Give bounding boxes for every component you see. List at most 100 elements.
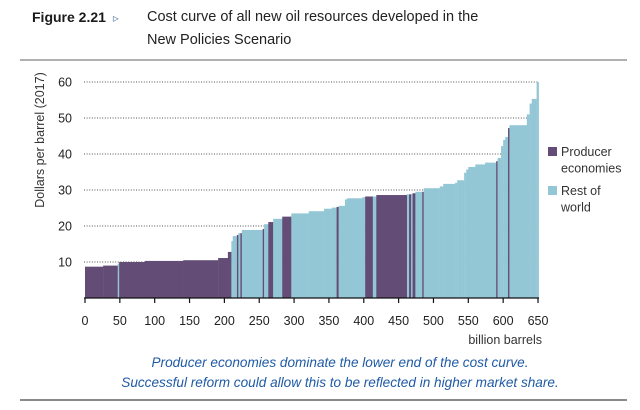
caption-line-1: Producer economies dominate the lower en… (151, 355, 529, 370)
cost-curve-bars (85, 82, 539, 299)
bar-segment-rest-48 (497, 157, 502, 298)
bar-segment-rest-53 (509, 125, 528, 298)
x-tick-label: 450 (388, 314, 409, 328)
x-tick-label: 600 (493, 314, 514, 328)
y-tick-label: 30 (58, 184, 72, 198)
bar-segment-rest-20 (308, 211, 325, 298)
y-axis-label: Dollars per barrel (2017) (33, 72, 47, 207)
legend-swatch-rest (548, 186, 557, 195)
bar-segment-rest-27 (362, 197, 366, 298)
bar-segment-rest-41 (457, 180, 465, 298)
figure-title-line-1: Cost curve of all new oil resources deve… (147, 9, 479, 25)
bar-segment-producer-7 (227, 251, 232, 298)
y-tick-label: 60 (58, 76, 72, 90)
legend-label-rest: Rest of (561, 184, 601, 198)
bar-segment-rest-21 (324, 208, 332, 298)
x-tick-label: 650 (528, 314, 549, 328)
x-tick-label: 250 (249, 314, 270, 328)
bar-segment-producer-3 (119, 262, 146, 298)
top-divider (20, 59, 627, 61)
x-axis-tick-labels: 0 50 100 150 200 250 300 350 400 450 500 550 600 650 (82, 314, 549, 328)
bar-segment-rest-57 (536, 82, 539, 298)
bar-segment-rest-26 (347, 198, 363, 298)
bar-segment-producer-12 (240, 233, 243, 298)
bar-segment-producer-28 (365, 196, 374, 298)
bar-segment-producer-0 (85, 266, 104, 298)
bar-segment-rest-50 (503, 139, 506, 298)
bar-segment-rest-49 (501, 146, 504, 298)
bar-segment-producer-16 (268, 222, 274, 298)
x-tick-label: 550 (458, 314, 479, 328)
bar-segment-producer-32 (409, 194, 412, 298)
bar-segment-producer-1 (103, 265, 118, 298)
figure-number: Figure 2.21 (32, 9, 106, 25)
bar-segment-rest-43 (466, 169, 469, 298)
bar-segment-rest-17 (273, 218, 283, 298)
bar-segment-rest-45 (475, 164, 486, 298)
bar-segment-producer-5 (183, 260, 219, 298)
x-axis (84, 297, 539, 303)
bottom-divider (20, 399, 627, 401)
bar-segment-rest-15 (264, 224, 269, 298)
bar-segment-rest-8 (231, 241, 233, 298)
bar-segment-rest-25 (344, 199, 348, 298)
bar-segment-rest-29 (372, 196, 377, 298)
x-tick-label: 350 (318, 314, 339, 328)
bar-segment-rest-19 (291, 213, 309, 298)
bar-segment-rest-11 (238, 233, 241, 298)
bar-segment-rest-9 (232, 236, 238, 298)
bar-segment-producer-30 (376, 195, 408, 298)
bar-segment-rest-40 (455, 182, 458, 298)
bar-segment-rest-33 (411, 193, 413, 298)
bar-segment-rest-37 (423, 188, 440, 298)
bar-segment-rest-24 (338, 205, 346, 298)
bar-segment-producer-4 (144, 260, 184, 298)
y-tick-label: 20 (58, 220, 72, 234)
bar-segment-rest-42 (464, 172, 467, 298)
bar-segment-rest-38 (439, 186, 444, 298)
bar-segment-rest-54 (526, 114, 530, 299)
bar-segment-producer-18 (282, 216, 292, 298)
caption-line-2: Successful reform could allow this to be… (121, 375, 559, 390)
bar-segment-rest-39 (443, 183, 456, 298)
bar-segment-producer-47 (496, 161, 498, 298)
legend-label-producer: economies (561, 162, 621, 176)
legend-label-rest: world (560, 201, 591, 215)
x-tick-label: 200 (214, 314, 235, 328)
bar-segment-producer-36 (422, 191, 424, 298)
x-tick-label: 300 (284, 314, 305, 328)
bar-segment-producer-23 (336, 206, 339, 298)
bar-segment-producer-52 (508, 128, 510, 298)
y-tick-label: 40 (58, 148, 72, 162)
bar-segment-producer-10 (236, 235, 239, 298)
x-tick-label: 50 (113, 314, 127, 328)
x-tick-label: 500 (423, 314, 444, 328)
triangle-right-icon: ▹ (112, 11, 119, 25)
bar-segment-rest-31 (406, 194, 410, 298)
x-axis-label: billion barrels (468, 333, 542, 347)
bar-segment-rest-56 (531, 98, 537, 298)
x-tick-label: 100 (144, 314, 165, 328)
bar-segment-rest-51 (505, 137, 509, 298)
x-tick-label: 400 (353, 314, 374, 328)
figure-title-line-2: New Policies Scenario (147, 32, 292, 48)
bar-segment-rest-22 (331, 207, 337, 298)
legend: Producer economies Rest of world (548, 145, 621, 215)
legend-label-producer: Producer (561, 145, 612, 159)
figure-heading: Figure 2.21 ▹ (32, 9, 119, 25)
bar-segment-rest-13 (241, 229, 263, 298)
y-axis-tick-labels: 10 20 30 40 50 60 (58, 76, 72, 270)
legend-swatch-producer (548, 147, 557, 156)
x-tick-label: 0 (82, 314, 89, 328)
bar-segment-rest-55 (529, 103, 532, 298)
y-tick-label: 50 (58, 112, 72, 126)
bar-segment-rest-35 (415, 191, 423, 298)
bar-segment-producer-34 (412, 193, 416, 298)
bar-segment-rest-46 (485, 162, 497, 298)
x-tick-label: 150 (179, 314, 200, 328)
bar-segment-producer-14 (262, 228, 265, 298)
bar-segment-rest-2 (117, 263, 120, 298)
bar-segment-producer-6 (218, 258, 229, 298)
bar-segment-rest-44 (468, 166, 476, 298)
